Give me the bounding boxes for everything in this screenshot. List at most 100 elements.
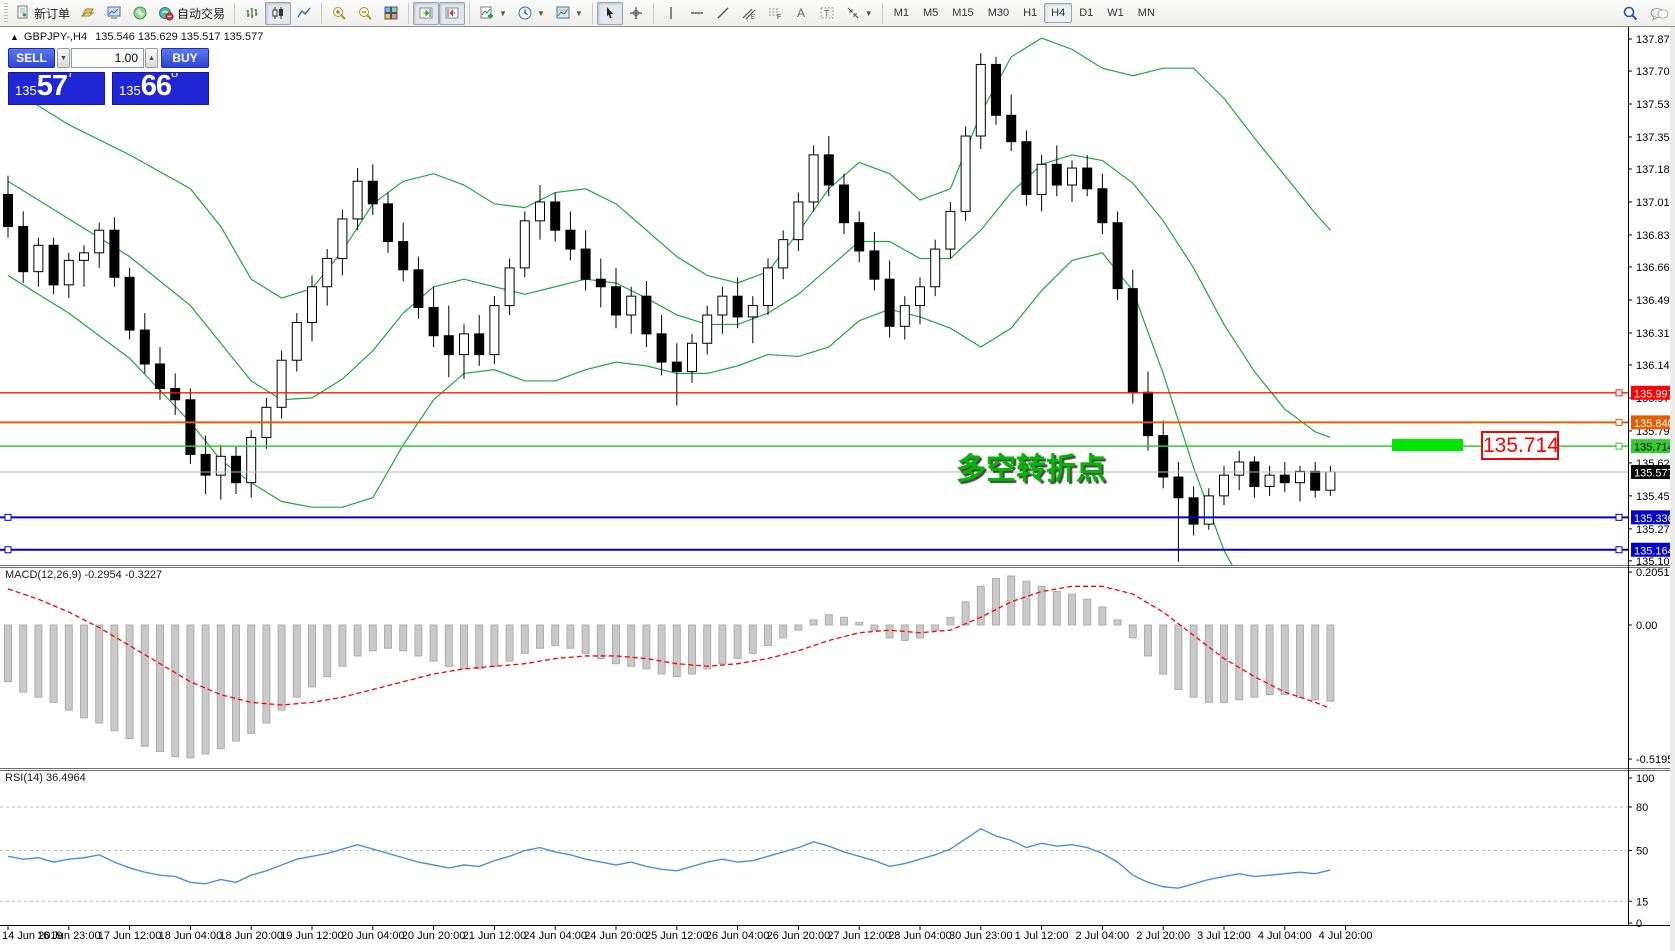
periods-button[interactable]: ▼ [512,2,550,25]
svg-text:137.185: 137.185 [1636,164,1675,176]
fibonacci-icon: F [768,8,781,21]
profiles-button[interactable] [75,2,101,25]
chart-canvas[interactable]: 137.875 137.705 137.530 137.355 137.185 137.0… [0,27,1675,951]
trendline-button[interactable] [710,2,736,25]
price-annotation-box[interactable]: 135.714 [1481,431,1559,460]
toolbar-separator [321,2,323,24]
toolbar-separator [881,2,883,24]
autotrading-icon [159,7,174,21]
svg-text:137.705: 137.705 [1636,66,1675,78]
timeframe-w1-button[interactable]: W1 [1107,7,1124,19]
svg-text:135.840: 135.840 [1634,418,1674,430]
vertical-line-button[interactable] [658,2,684,25]
svg-text:26 Jun 20:00: 26 Jun 20:00 [767,930,831,942]
price-badge [1631,415,1675,430]
cursor-icon [606,7,613,19]
search-icon[interactable] [1622,5,1639,22]
sell-button[interactable]: SELL [8,48,55,68]
candlestick-chart-button[interactable] [265,1,292,25]
sell-price-big: 57 [36,72,68,102]
one-click-trading-panel: SELL ▼ ▲ BUY 135577 135668 [8,46,209,105]
fibonacci-button[interactable]: F [762,2,788,25]
svg-text:24 Jun 04:00: 24 Jun 04:00 [523,930,587,942]
crosshair-button[interactable] [623,2,649,25]
templates-button[interactable]: ▼ [550,2,588,25]
sell-price-panel[interactable]: 135577 [8,72,105,105]
svg-text:20 Jun 04:00: 20 Jun 04:00 [341,930,405,942]
price-axis[interactable] [1628,38,1632,562]
templates-icon [556,6,570,19]
svg-text:136.490: 136.490 [1636,295,1675,307]
cursor-button[interactable] [596,1,623,25]
collapse-arrow-icon[interactable]: ▲ [10,32,19,42]
price-badge [1631,385,1675,400]
svg-text:30 Jun 23:00: 30 Jun 23:00 [949,930,1013,942]
time-axis[interactable] [7,925,1347,930]
svg-text:18 Jun 20:00: 18 Jun 20:00 [219,930,283,942]
channel-button[interactable]: E [736,2,762,25]
new-order-button[interactable]: 新订单 [10,2,75,25]
svg-text:137.010: 137.010 [1636,197,1675,209]
zoom-in-button[interactable] [326,2,352,25]
svg-text:137.355: 137.355 [1636,132,1675,144]
buy-price-panel[interactable]: 135668 [112,72,209,105]
svg-text:136.665: 136.665 [1636,262,1675,274]
timeframe-mn-button[interactable]: MN [1137,7,1155,19]
toolbar-grip[interactable] [4,3,8,23]
dropdown-caret-icon: ▼ [536,8,545,18]
zoom-in-icon [333,7,346,20]
svg-text:21 Jun 12:00: 21 Jun 12:00 [463,930,527,942]
timeframe-m15-button[interactable]: M15 [952,7,974,19]
svg-text:T: T [824,9,830,19]
buy-button[interactable]: BUY [161,48,209,68]
svg-text:F: F [777,14,781,21]
trendline-icon [717,7,729,19]
auto-scroll-button[interactable] [439,1,466,25]
svg-text:136.145: 136.145 [1636,360,1675,372]
volume-increase-button[interactable]: ▲ [145,48,158,68]
arrows-button[interactable]: ▼ [840,2,878,25]
text-icon: A [797,6,805,20]
market-watch-button[interactable] [101,2,127,25]
candles [3,53,1336,562]
horizontal-line-objects[interactable] [0,389,1628,554]
svg-text:50: 50 [1636,846,1648,858]
chat-icon[interactable] [1649,6,1669,22]
svg-text:20 Jun 20:00: 20 Jun 20:00 [402,930,466,942]
timeframe-d1-button[interactable]: D1 [1079,7,1094,19]
timeframe-m5-button[interactable]: M5 [923,7,939,19]
chart-svg[interactable]: 137.875 137.705 137.530 137.355 137.185 137.0… [0,27,1675,951]
bar-chart-button[interactable] [239,2,265,25]
macd-label: MACD(12,26,9) -0.2954 -0.3227 [5,569,163,581]
ohlc-values: 135.546 135.629 135.517 135.577 [95,31,264,43]
signals-button[interactable] [127,2,153,25]
scroll-to-end-button[interactable] [413,1,440,25]
sell-price-sup: 7 [66,72,75,80]
timeframe-m1-button[interactable]: M1 [893,7,909,19]
svg-text:28 Jun 04:00: 28 Jun 04:00 [888,930,952,942]
autotrading-button[interactable]: 自动交易 [153,2,230,25]
line-chart-button[interactable] [291,2,317,25]
bar-chart-icon [246,8,258,18]
text-label-button[interactable]: T [814,2,840,25]
svg-text:14 Jun 2019: 14 Jun 2019 [2,930,63,942]
toolbar-separator [408,2,410,24]
svg-text:135.714: 135.714 [1634,442,1674,454]
timeframe-m30-button[interactable]: M30 [987,7,1010,19]
horizontal-line-button[interactable] [684,2,710,25]
svg-text:1 Jul 12:00: 1 Jul 12:00 [1015,930,1069,942]
svg-text:27 Jun 12:00: 27 Jun 12:00 [827,930,891,942]
timeframe-h4-button[interactable]: H4 [1044,3,1073,23]
text-button[interactable]: A [788,2,814,25]
timeframe-h1-button[interactable]: H1 [1023,7,1038,19]
green-highlight-rect[interactable] [1392,438,1463,452]
zoom-out-button[interactable] [352,2,378,25]
indicators-button[interactable]: ▼ [474,2,512,25]
volume-input[interactable] [71,48,144,68]
svg-text:136.835: 136.835 [1636,230,1675,242]
svg-text:2 Jul 20:00: 2 Jul 20:00 [1136,930,1190,942]
volume-decrease-button[interactable]: ▼ [57,48,70,68]
turning-point-annotation[interactable]: 多空转折点 [956,453,1106,486]
tile-windows-button[interactable] [378,2,404,25]
